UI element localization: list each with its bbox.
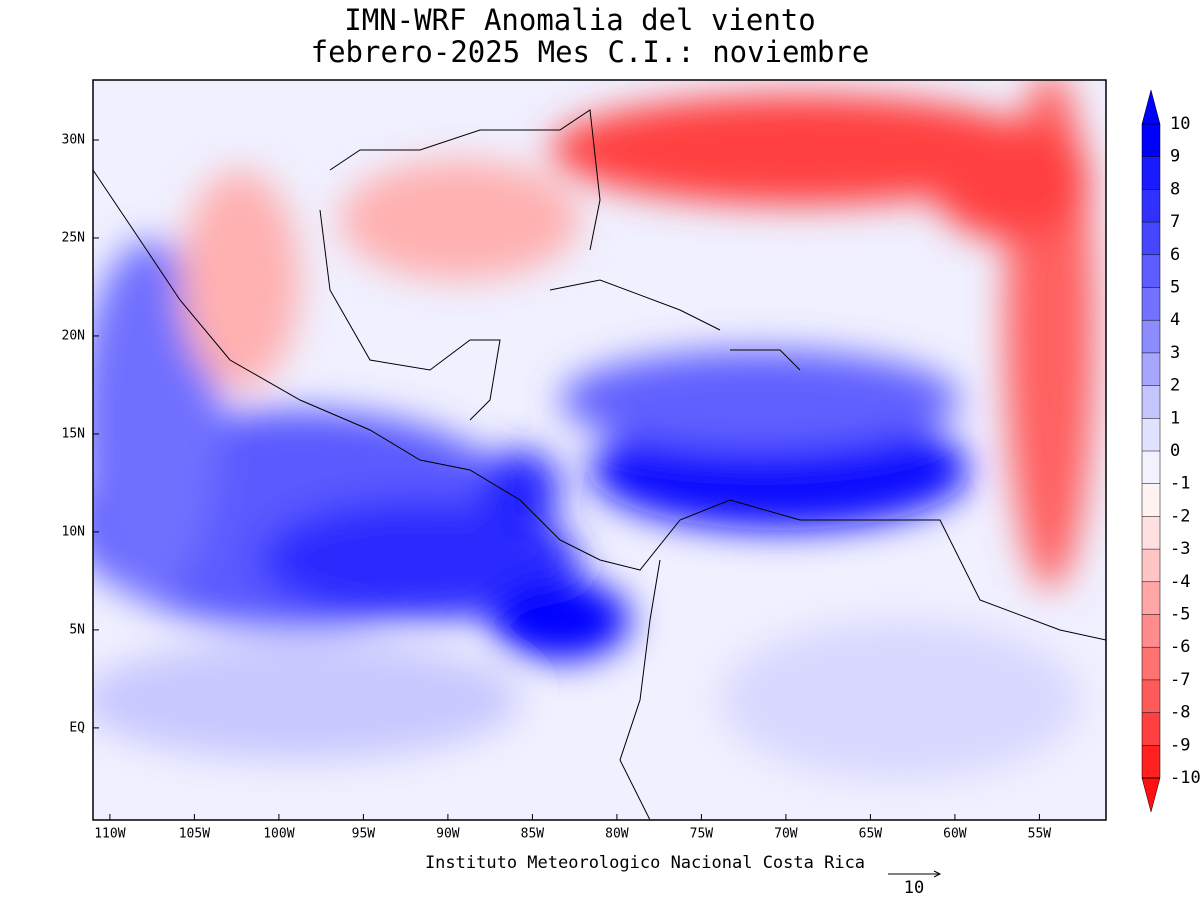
colorbar-swatch [1142,156,1160,190]
colorbar-label: 7 [1170,212,1180,232]
colorbar-label: 1 [1170,408,1180,428]
colorbar-label: 8 [1170,179,1180,199]
colorbar-swatch [1142,679,1160,713]
credit: Instituto Meteorologico Nacional Costa R… [425,853,865,873]
colorbar-label: 0 [1170,441,1180,461]
colorbar-swatch [1142,647,1160,680]
x-tick-label: 100W [263,827,294,842]
colorbar-swatch [1142,385,1160,419]
x-tick-label: 85W [521,827,545,842]
plot-frame [92,79,1107,821]
x-tick-label: 80W [605,827,629,842]
colorbar-swatch [1142,352,1160,386]
colorbar-label: -3 [1170,539,1190,559]
y-tick-label: 20N [62,328,85,343]
colorbar-swatch [1142,189,1160,223]
x-tick-label: 75W [690,827,714,842]
colorbar-label: -7 [1170,670,1190,690]
colorbar-label: 6 [1170,245,1180,265]
y-tick-label: EQ [69,720,85,735]
colorbar-label: -9 [1170,735,1190,755]
colorbar-swatch [1142,124,1160,157]
colorbar-label: -8 [1170,703,1190,723]
y-tick-label: 30N [62,132,85,147]
x-tick-label: 55W [1028,827,1052,842]
title-line: IMN-WRF Anomalia del viento [344,3,815,37]
colorbar-label: 10 [1170,114,1190,134]
colorbar-swatch [1142,516,1160,550]
y-tick-label: 25N [62,230,85,245]
y-tick-label: 10N [62,524,85,539]
colorbar-swatch [1142,254,1160,288]
colorbar-label: -1 [1170,474,1190,494]
colorbar-swatch [1142,712,1160,746]
vector-key [888,870,942,878]
colorbar-swatch [1142,483,1160,517]
colorbar-label: -5 [1170,605,1190,625]
x-tick-label: 65W [859,827,883,842]
x-tick-label: 90W [436,827,460,842]
colorbar-swatch [1142,581,1160,615]
y-tick-label: 15N [62,426,85,441]
x-tick-label: 60W [943,827,967,842]
colorbar-label: 2 [1170,376,1180,396]
x-tick-label: 95W [352,827,376,842]
coastlines [93,109,1106,820]
colorbar-swatch [1142,549,1160,582]
colorbar-swatch [1142,745,1160,778]
colorbar-extend [1141,777,1161,813]
colorbar-label: 4 [1170,310,1180,330]
colorbar-swatch [1142,287,1160,321]
x-tick-label: 70W [774,827,798,842]
x-tick-label: 110W [94,827,125,842]
colorbar-label: -2 [1170,506,1190,526]
colorbar-label: 9 [1170,147,1180,167]
colorbar-label: 3 [1170,343,1180,363]
colorbar-label: -10 [1170,768,1200,788]
colorbar-swatch [1142,614,1160,648]
title-line: febrero-2025 Mes C.I.: noviembre [311,35,870,69]
colorbar-swatch [1142,222,1160,255]
colorbar-swatch [1142,451,1160,484]
colorbar-label: -6 [1170,637,1190,657]
anomaly-field [93,80,1106,820]
x-tick-label: 105W [179,827,210,842]
colorbar-extend [1141,89,1161,125]
colorbar-label: -4 [1170,572,1190,592]
y-tick-label: 5N [69,622,85,637]
colorbar-swatch [1142,418,1160,451]
colorbar-swatch [1142,320,1160,353]
vector-key-label: 10 [904,878,924,898]
colorbar-label: 5 [1170,278,1180,298]
